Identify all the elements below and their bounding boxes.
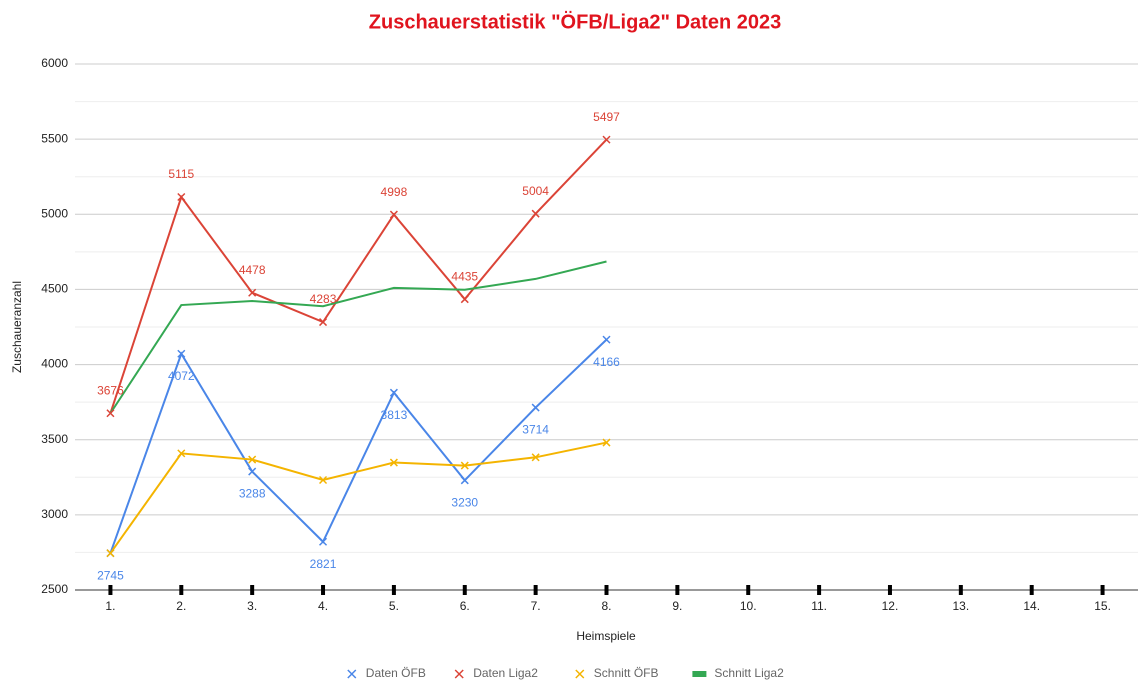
series-line — [109, 138, 608, 414]
data-label: 3230 — [451, 495, 478, 509]
x-tick-label: 5. — [389, 599, 399, 613]
data-label: 3813 — [381, 408, 408, 422]
data-label: 3714 — [522, 423, 549, 437]
x-tick-label: 12. — [882, 599, 899, 613]
data-label: 5115 — [168, 167, 194, 181]
data-label: 2821 — [310, 557, 337, 571]
legend-item: Daten ÖFB — [347, 666, 426, 680]
point-marker — [389, 388, 398, 397]
point-marker — [319, 318, 328, 327]
legend-swatch — [454, 669, 464, 679]
legend-label: Schnitt Liga2 — [714, 666, 784, 680]
data-label: 5497 — [593, 110, 620, 124]
point-marker — [602, 438, 611, 447]
series-line — [109, 441, 607, 554]
point-marker — [389, 458, 398, 467]
legend-item: Schnitt ÖFB — [575, 666, 659, 680]
legend-label: Daten ÖFB — [366, 666, 426, 680]
legend-label: Schnitt ÖFB — [594, 666, 659, 680]
point-marker — [389, 210, 398, 219]
data-label: 4166 — [593, 355, 620, 369]
data-label: 4072 — [168, 369, 195, 383]
x-tick-label: 3. — [247, 599, 257, 613]
point-marker — [248, 288, 257, 297]
x-tick-label: 4. — [318, 599, 328, 613]
x-tick-label: 11. — [811, 599, 827, 613]
y-tick-label: 4000 — [41, 357, 68, 371]
y-tick-label: 6000 — [41, 56, 68, 70]
point-marker — [602, 135, 611, 144]
x-tick-label: 15. — [1094, 599, 1111, 613]
legend-swatch — [347, 669, 357, 679]
point-marker — [602, 335, 611, 344]
y-tick-label: 5000 — [41, 206, 68, 220]
point-marker — [177, 192, 186, 202]
point-marker — [460, 461, 469, 470]
y-tick-label: 3500 — [41, 432, 68, 446]
point-marker — [248, 455, 257, 464]
point-marker — [177, 349, 186, 358]
x-tick-label: 9. — [672, 599, 682, 613]
point-marker — [106, 409, 115, 418]
data-label: 4435 — [451, 269, 478, 283]
data-label: 5004 — [522, 184, 549, 198]
legend-item: Daten Liga2 — [454, 666, 538, 680]
series-line — [109, 260, 607, 414]
point-marker — [531, 453, 540, 462]
point-marker — [319, 537, 328, 546]
point-marker — [177, 449, 186, 458]
y-tick-label: 4500 — [41, 282, 68, 296]
legend-swatch — [575, 669, 585, 679]
point-marker — [531, 209, 540, 218]
x-tick-label: 6. — [460, 599, 470, 613]
point-marker — [460, 295, 469, 304]
y-tick-label: 2500 — [41, 582, 68, 596]
chart-title: Zuschauerstatistik "ÖFB/Liga2" Daten 202… — [369, 10, 781, 33]
x-axis-label: Heimspiele — [576, 629, 636, 643]
x-tick-label: 1. — [105, 599, 115, 613]
point-marker — [248, 467, 257, 476]
x-tick-label: 13. — [952, 599, 969, 613]
x-tick-label: 10. — [740, 599, 757, 613]
legend-label: Daten Liga2 — [473, 666, 538, 680]
data-label: 4478 — [239, 263, 266, 277]
point-marker — [106, 549, 115, 558]
legend-swatch — [692, 671, 707, 677]
point-marker — [460, 476, 469, 485]
point-marker — [531, 403, 540, 412]
x-tick-label: 7. — [531, 599, 541, 613]
x-tick-label: 2. — [176, 599, 186, 613]
series-line — [109, 338, 608, 554]
data-label: 3676 — [97, 383, 124, 397]
x-tick-label: 8. — [601, 599, 611, 613]
data-label: 2745 — [97, 568, 124, 582]
data-label: 4283 — [310, 292, 337, 306]
data-label: 3288 — [239, 487, 266, 501]
point-marker — [319, 475, 328, 485]
x-tick-label: 14. — [1023, 599, 1040, 613]
y-tick-label: 5500 — [41, 131, 68, 145]
y-tick-label: 3000 — [41, 507, 68, 521]
legend-item: Schnitt Liga2 — [692, 666, 784, 680]
y-axis-label: Zuschaueranzahl — [10, 281, 24, 373]
data-label: 4998 — [381, 185, 408, 199]
